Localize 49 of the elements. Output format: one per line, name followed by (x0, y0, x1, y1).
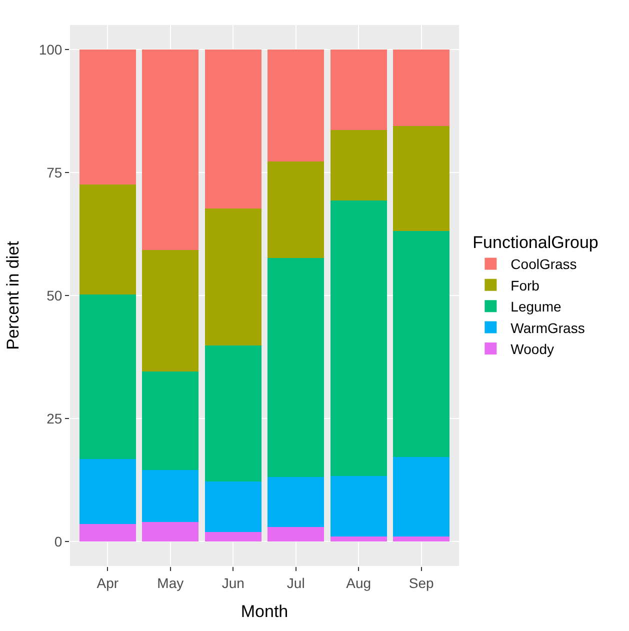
bar (268, 162, 324, 258)
y-tick-label: 25 (46, 410, 62, 426)
bar (79, 524, 136, 542)
bar (330, 536, 387, 542)
bar (204, 346, 262, 482)
bar (393, 126, 450, 232)
bar (142, 372, 199, 470)
bar (268, 527, 324, 542)
bar (330, 50, 387, 130)
legend-label: Forb (510, 277, 540, 294)
legend-label: Legume (510, 298, 562, 315)
bar (204, 532, 262, 542)
y-tick-label: 100 (38, 41, 62, 58)
legend-label: Woody (510, 340, 554, 357)
bar (204, 208, 262, 346)
bar (79, 294, 136, 459)
bar (268, 476, 324, 528)
legend-label: WarmGrass (510, 320, 585, 336)
bar (79, 184, 136, 295)
y-tick-label: 75 (46, 164, 62, 180)
bar (268, 258, 324, 477)
x-tick-label: Jul (286, 574, 305, 591)
bar (330, 476, 387, 536)
x-tick-label: Jun (222, 574, 244, 591)
bar (142, 470, 199, 522)
bar (393, 456, 450, 536)
bar (204, 50, 262, 208)
x-tick-label: Sep (408, 574, 434, 591)
bar (393, 536, 450, 542)
bar (142, 50, 199, 250)
bar (204, 481, 262, 532)
legend-label: CoolGrass (510, 256, 577, 272)
legend-title: FunctionalGroup (472, 233, 598, 252)
y-axis-title: Percent in diet (3, 240, 22, 350)
bar (79, 458, 136, 524)
bar (268, 50, 324, 162)
x-tick-label: Apr (96, 574, 119, 591)
y-tick-label: 0 (54, 533, 62, 550)
y-tick-label: 50 (46, 287, 62, 304)
x-tick-label: May (157, 574, 184, 591)
bar (393, 50, 450, 126)
bar (79, 50, 136, 184)
bar (330, 130, 387, 201)
bar (142, 250, 199, 372)
x-axis-title: Month (240, 602, 288, 622)
bar (330, 200, 387, 476)
bar (142, 522, 199, 542)
bar (393, 231, 450, 457)
x-tick-label: Aug (346, 574, 372, 591)
